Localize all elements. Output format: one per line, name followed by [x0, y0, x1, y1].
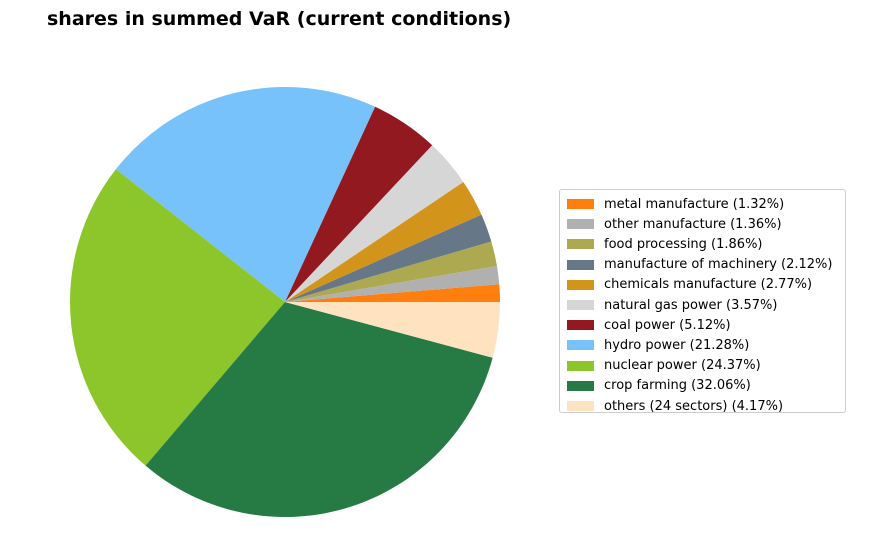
legend-item: chemicals manufacture (2.77%) [567, 275, 812, 295]
pie-slice [285, 181, 482, 302]
pie-slice [285, 106, 433, 302]
chart-title: shares in summed VaR (current conditions… [47, 8, 512, 30]
pie-slice [285, 145, 464, 302]
pie-slice [115, 87, 376, 302]
legend-label: nuclear power (24.37%) [604, 358, 761, 374]
legend-swatch [567, 259, 594, 270]
legend-item: coal power (5.12%) [567, 315, 731, 335]
legend-item: others (24 sectors) (4.17%) [567, 396, 783, 416]
legend-swatch [567, 279, 594, 290]
legend-item: manufacture of machinery (2.12%) [567, 255, 832, 275]
legend-swatch [567, 401, 594, 411]
legend-label: hydro power (21.28%) [604, 337, 750, 353]
legend-swatch [567, 239, 594, 250]
legend-item: hydro power (21.28%) [567, 335, 749, 355]
legend-label: crop farming (32.06%) [604, 378, 751, 394]
pie-slice [285, 302, 500, 358]
legend-swatch [567, 219, 594, 230]
legend-label: others (24 sectors) (4.17%) [604, 398, 784, 414]
legend-swatch [567, 199, 594, 209]
legend-label: food processing (1.86%) [604, 236, 763, 252]
legend-item: other manufacture (1.36%) [567, 214, 782, 234]
pie-slice [285, 284, 500, 302]
legend-swatch [567, 320, 594, 331]
legend-label: manufacture of machinery (2.12%) [604, 257, 833, 273]
pie-slices [70, 87, 500, 517]
legend-swatch [567, 340, 594, 351]
legend-item: natural gas power (3.57%) [567, 295, 777, 315]
legend-label: natural gas power (3.57%) [604, 297, 778, 313]
legend-label: metal manufacture (1.32%) [604, 196, 785, 212]
legend-swatch [567, 300, 594, 310]
legend-swatch [567, 380, 594, 391]
pie-slice [285, 265, 500, 302]
legend-label: chemicals manufacture (2.77%) [604, 277, 813, 293]
pie-slice [145, 302, 493, 517]
legend-item: nuclear power (24.37%) [567, 356, 761, 376]
legend-label: other manufacture (1.36%) [604, 216, 782, 232]
pie-slice [70, 169, 286, 466]
legend: metal manufacture (1.32%) other manufactu… [559, 189, 846, 416]
pie-slice [285, 241, 497, 302]
legend-item: metal manufacture (1.32%) [567, 194, 784, 214]
legend-item: crop farming (32.06%) [567, 376, 751, 396]
legend-item: food processing (1.86%) [567, 234, 763, 254]
pie-slice [285, 214, 492, 302]
legend-label: coal power (5.12%) [604, 317, 731, 333]
legend-swatch [567, 360, 594, 371]
